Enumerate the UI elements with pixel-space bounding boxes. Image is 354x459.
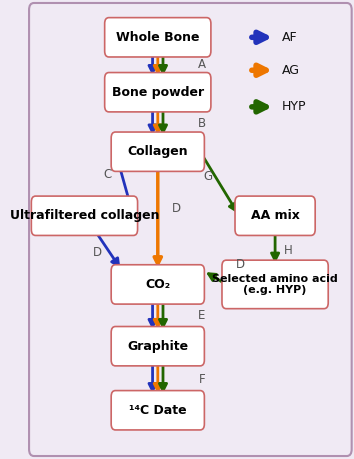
Text: B: B	[198, 117, 206, 130]
Text: D: D	[236, 258, 245, 271]
FancyBboxPatch shape	[111, 326, 204, 366]
FancyBboxPatch shape	[111, 265, 204, 304]
Text: Collagen: Collagen	[127, 145, 188, 158]
FancyBboxPatch shape	[111, 391, 204, 430]
Text: AF: AF	[282, 31, 297, 44]
Text: ¹⁴C Date: ¹⁴C Date	[129, 404, 187, 417]
Text: Selected amino acid
(e.g. HYP): Selected amino acid (e.g. HYP)	[212, 274, 338, 295]
Text: D: D	[172, 202, 181, 215]
FancyBboxPatch shape	[32, 196, 138, 235]
Text: D: D	[93, 246, 102, 259]
Text: G: G	[204, 170, 213, 184]
Text: Bone powder: Bone powder	[112, 86, 204, 99]
FancyBboxPatch shape	[235, 196, 315, 235]
FancyBboxPatch shape	[105, 17, 211, 57]
Text: E: E	[198, 309, 205, 322]
Text: F: F	[199, 373, 205, 386]
Text: H: H	[284, 244, 292, 257]
FancyBboxPatch shape	[29, 3, 352, 456]
Text: C: C	[103, 168, 112, 181]
Text: A: A	[198, 58, 206, 71]
Text: Whole Bone: Whole Bone	[116, 31, 200, 44]
FancyBboxPatch shape	[105, 73, 211, 112]
FancyBboxPatch shape	[222, 260, 328, 308]
Text: Graphite: Graphite	[127, 340, 188, 353]
Text: CO₂: CO₂	[145, 278, 170, 291]
Text: AG: AG	[282, 64, 299, 77]
FancyBboxPatch shape	[111, 132, 204, 171]
Text: AA mix: AA mix	[251, 209, 299, 222]
Text: Ultrafiltered collagen: Ultrafiltered collagen	[10, 209, 159, 222]
Text: HYP: HYP	[282, 101, 306, 113]
